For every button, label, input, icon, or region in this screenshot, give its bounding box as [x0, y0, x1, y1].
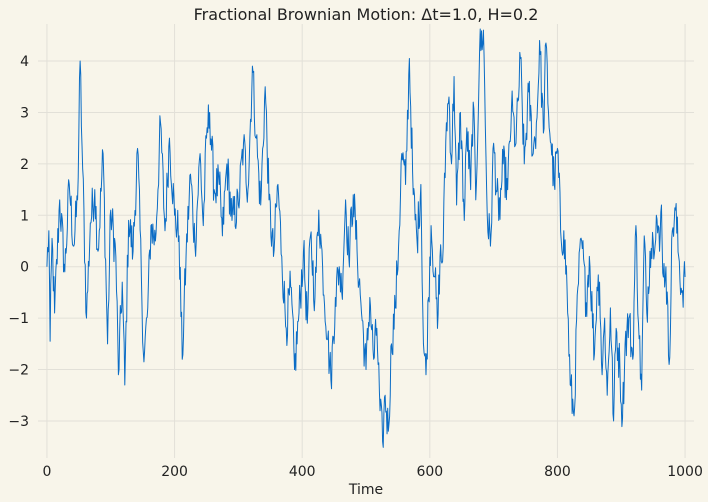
y-tick-label: 3 — [20, 105, 29, 121]
x-tick-label: 400 — [289, 464, 316, 480]
y-tick-label: −3 — [8, 414, 29, 430]
series-line — [46, 28, 686, 448]
y-tick-label: 0 — [20, 260, 29, 276]
x-tick-label: 600 — [416, 464, 443, 480]
x-tick-label: 1000 — [667, 464, 703, 480]
y-tick-label: 2 — [20, 157, 29, 173]
y-tick-label: −1 — [8, 311, 29, 327]
x-tick-label: 0 — [42, 464, 51, 480]
x-tick-label: 200 — [161, 464, 188, 480]
x-axis-label: Time — [348, 482, 383, 498]
y-tick-label: 4 — [20, 54, 29, 70]
y-axis-ticks: −3 −2 −1 0 1 2 3 4 — [8, 54, 29, 430]
chart-title: Fractional Brownian Motion: Δt=1.0, H=0.… — [194, 5, 539, 24]
grid — [38, 24, 694, 458]
y-tick-label: −2 — [8, 363, 29, 379]
x-axis-ticks: 0 200 400 600 800 1000 — [42, 464, 702, 480]
y-tick-label: 1 — [20, 208, 29, 224]
x-tick-label: 800 — [544, 464, 571, 480]
series-layer — [46, 28, 686, 448]
